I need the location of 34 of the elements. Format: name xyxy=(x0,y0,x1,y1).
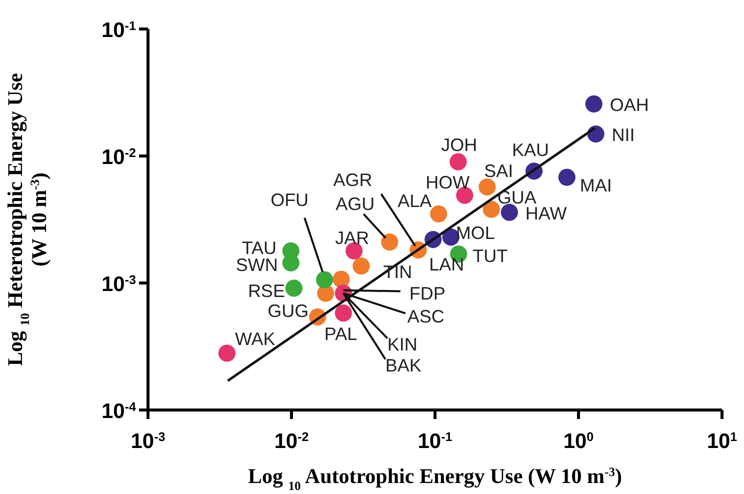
annotation: LAN xyxy=(429,254,464,275)
annotation: OAH xyxy=(610,94,649,115)
y-tick-label: 10$^{-3}$ xyxy=(101,273,136,296)
annotation: KAU xyxy=(512,140,550,160)
annotation: FDP xyxy=(409,283,446,304)
annotation: TUT xyxy=(472,246,508,266)
annotation: AGU xyxy=(336,194,375,214)
annotation: GUG xyxy=(268,300,309,321)
annotation: ASC xyxy=(407,306,444,326)
annotation: SAI xyxy=(484,161,514,182)
x-tick-label: 10$^{1}$ xyxy=(706,430,738,453)
annotation: BAK xyxy=(385,355,422,376)
annotation: PAL xyxy=(324,324,358,344)
x-axis-title: Log $_{10}$ Autotrophic Energy Use (W 10 m$^{-3}$) xyxy=(248,464,622,493)
x-tick-label: 10$^{0}$ xyxy=(563,430,594,453)
annotation: RSE xyxy=(248,281,285,302)
annotation: WAK xyxy=(234,329,276,350)
y-tick-label: 10$^{-4}$ xyxy=(101,400,136,423)
y-tick-label: 10$^{-2}$ xyxy=(101,146,136,169)
annotation: MAI xyxy=(580,175,612,196)
x-tick-label: 10$^{-2}$ xyxy=(274,430,309,453)
annotation: TIN xyxy=(383,262,412,282)
annotation: NII xyxy=(612,125,635,146)
annotation: MOL xyxy=(456,223,495,244)
annotation: KIN xyxy=(387,334,418,354)
x-tick-label: 10$^{-1}$ xyxy=(418,430,452,453)
x-tick-label: 10$^{-3}$ xyxy=(130,430,166,453)
annotation: OFU xyxy=(270,190,309,210)
y-tick-label: 10$^{-1}$ xyxy=(101,19,136,42)
annotation: ALA xyxy=(398,190,432,211)
annotation: JOH xyxy=(441,134,478,155)
annotation: AGR xyxy=(333,170,372,190)
annotation: JAR xyxy=(335,228,370,248)
annotation: HOW xyxy=(426,172,470,192)
